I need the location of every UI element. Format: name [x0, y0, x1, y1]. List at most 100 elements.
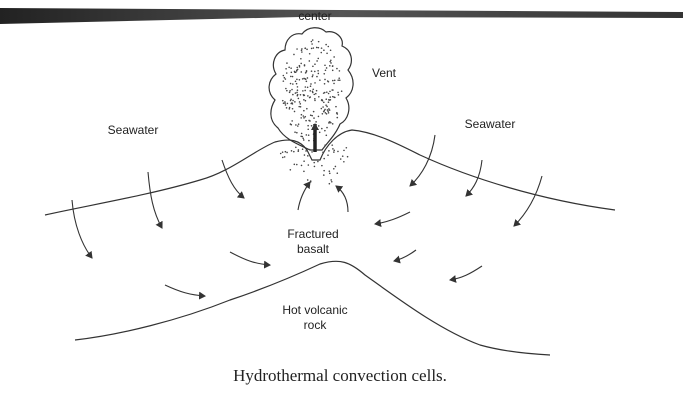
label: Hot volcanic [282, 303, 347, 317]
dot [296, 78, 298, 81]
dot [308, 96, 311, 99]
dot [315, 89, 318, 92]
dot [325, 67, 328, 69]
dot [284, 78, 287, 80]
dot [283, 156, 286, 158]
dot [327, 92, 330, 95]
dot [343, 149, 345, 152]
dot [294, 92, 297, 94]
dot [327, 110, 329, 112]
dot [317, 57, 320, 60]
dot [286, 151, 288, 154]
dot [322, 101, 325, 104]
dot [299, 103, 302, 105]
dot [309, 85, 312, 88]
dot [323, 72, 326, 75]
dot [293, 110, 296, 113]
dot [303, 117, 305, 119]
dot [323, 49, 325, 51]
dot [320, 47, 323, 49]
dot [298, 105, 301, 108]
dot [296, 66, 299, 69]
dot [302, 137, 304, 140]
dot [328, 98, 330, 101]
dot [338, 77, 341, 79]
dot [313, 117, 315, 119]
dot [338, 70, 341, 72]
dot [303, 154, 306, 156]
dot [341, 155, 344, 157]
dot [322, 106, 324, 108]
dot [286, 89, 288, 92]
dot [283, 76, 286, 79]
plume-dots [279, 39, 349, 185]
dot [295, 82, 298, 85]
dot [296, 91, 298, 94]
dot [298, 79, 301, 81]
dot [340, 90, 343, 93]
dot [327, 112, 330, 114]
dot [329, 96, 332, 98]
dot [325, 43, 327, 46]
dot [301, 51, 303, 53]
vent-plume [268, 27, 354, 151]
dot [328, 150, 330, 152]
dot [284, 102, 286, 104]
caption: Hydrothermal convection cells. [233, 366, 447, 385]
dot [289, 99, 292, 102]
dot [314, 63, 316, 66]
dot [312, 91, 314, 94]
label: rock [304, 318, 328, 332]
dot [300, 71, 303, 73]
dot [336, 116, 339, 119]
label: Seawater [108, 123, 159, 137]
dot [290, 67, 292, 69]
dot [298, 66, 301, 68]
dot [319, 79, 321, 81]
dot [312, 47, 315, 49]
dot [343, 160, 345, 163]
dot [288, 91, 291, 94]
dot [330, 62, 332, 64]
dot [313, 165, 316, 168]
dot [322, 174, 325, 176]
dot [284, 104, 287, 106]
dot [315, 46, 318, 49]
dot [300, 132, 303, 135]
dot [333, 56, 335, 58]
dot [300, 117, 302, 119]
dot [329, 60, 331, 63]
dot [300, 164, 303, 167]
dot [333, 96, 335, 98]
dot [303, 98, 305, 101]
dot [325, 113, 328, 115]
dot [309, 114, 312, 117]
dot [310, 70, 313, 72]
dot [296, 68, 299, 71]
dot [323, 157, 325, 160]
dot [324, 78, 326, 81]
dot [334, 165, 337, 168]
dot [346, 155, 349, 158]
dot [331, 89, 333, 91]
dot [328, 182, 331, 185]
dot [300, 62, 302, 65]
dot [297, 97, 300, 100]
dot [306, 107, 308, 110]
label: center [298, 9, 331, 23]
dot [330, 180, 333, 183]
dot [304, 47, 306, 50]
dot [337, 91, 339, 94]
dot [331, 69, 334, 72]
dot [316, 60, 318, 62]
label: Seawater [465, 117, 516, 131]
dot [304, 89, 306, 92]
dot [296, 131, 298, 134]
dot [305, 119, 307, 122]
dot [337, 150, 339, 153]
dot [312, 110, 315, 113]
dot [308, 148, 311, 151]
dot [304, 99, 307, 102]
dot [300, 49, 303, 52]
dot [282, 74, 285, 77]
